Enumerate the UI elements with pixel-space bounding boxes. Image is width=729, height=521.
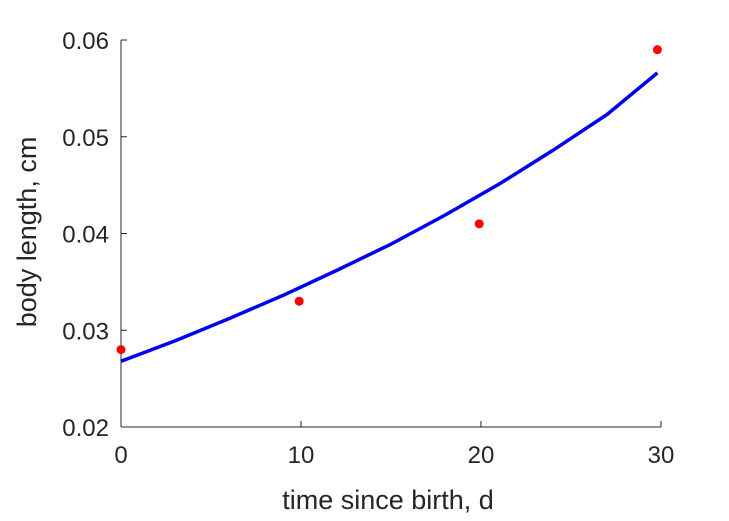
x-tick-label: 0	[114, 442, 127, 469]
x-tick-label: 20	[468, 442, 495, 469]
data-point	[474, 219, 484, 229]
data-point	[652, 45, 662, 55]
y-tick-label: 0.03	[62, 318, 109, 345]
tick-labels: 0 10 20 30 0.02 0.03 0.04 0.05 0.06	[62, 28, 674, 469]
fit-line	[120, 71, 659, 363]
x-axis-label: time since birth, d	[282, 485, 494, 515]
x-tick-label: 10	[288, 442, 315, 469]
plot-marks	[116, 45, 662, 363]
data-point	[294, 296, 304, 306]
y-tick-label: 0.02	[62, 415, 109, 442]
y-tick-label: 0.04	[62, 222, 109, 249]
x-tick-label: 30	[648, 442, 675, 469]
data-point	[116, 345, 126, 355]
y-tick-label: 0.06	[62, 28, 109, 55]
y-tick-label: 0.05	[62, 125, 109, 152]
y-axis-label: body length, cm	[12, 137, 42, 328]
axes	[120, 39, 662, 428]
